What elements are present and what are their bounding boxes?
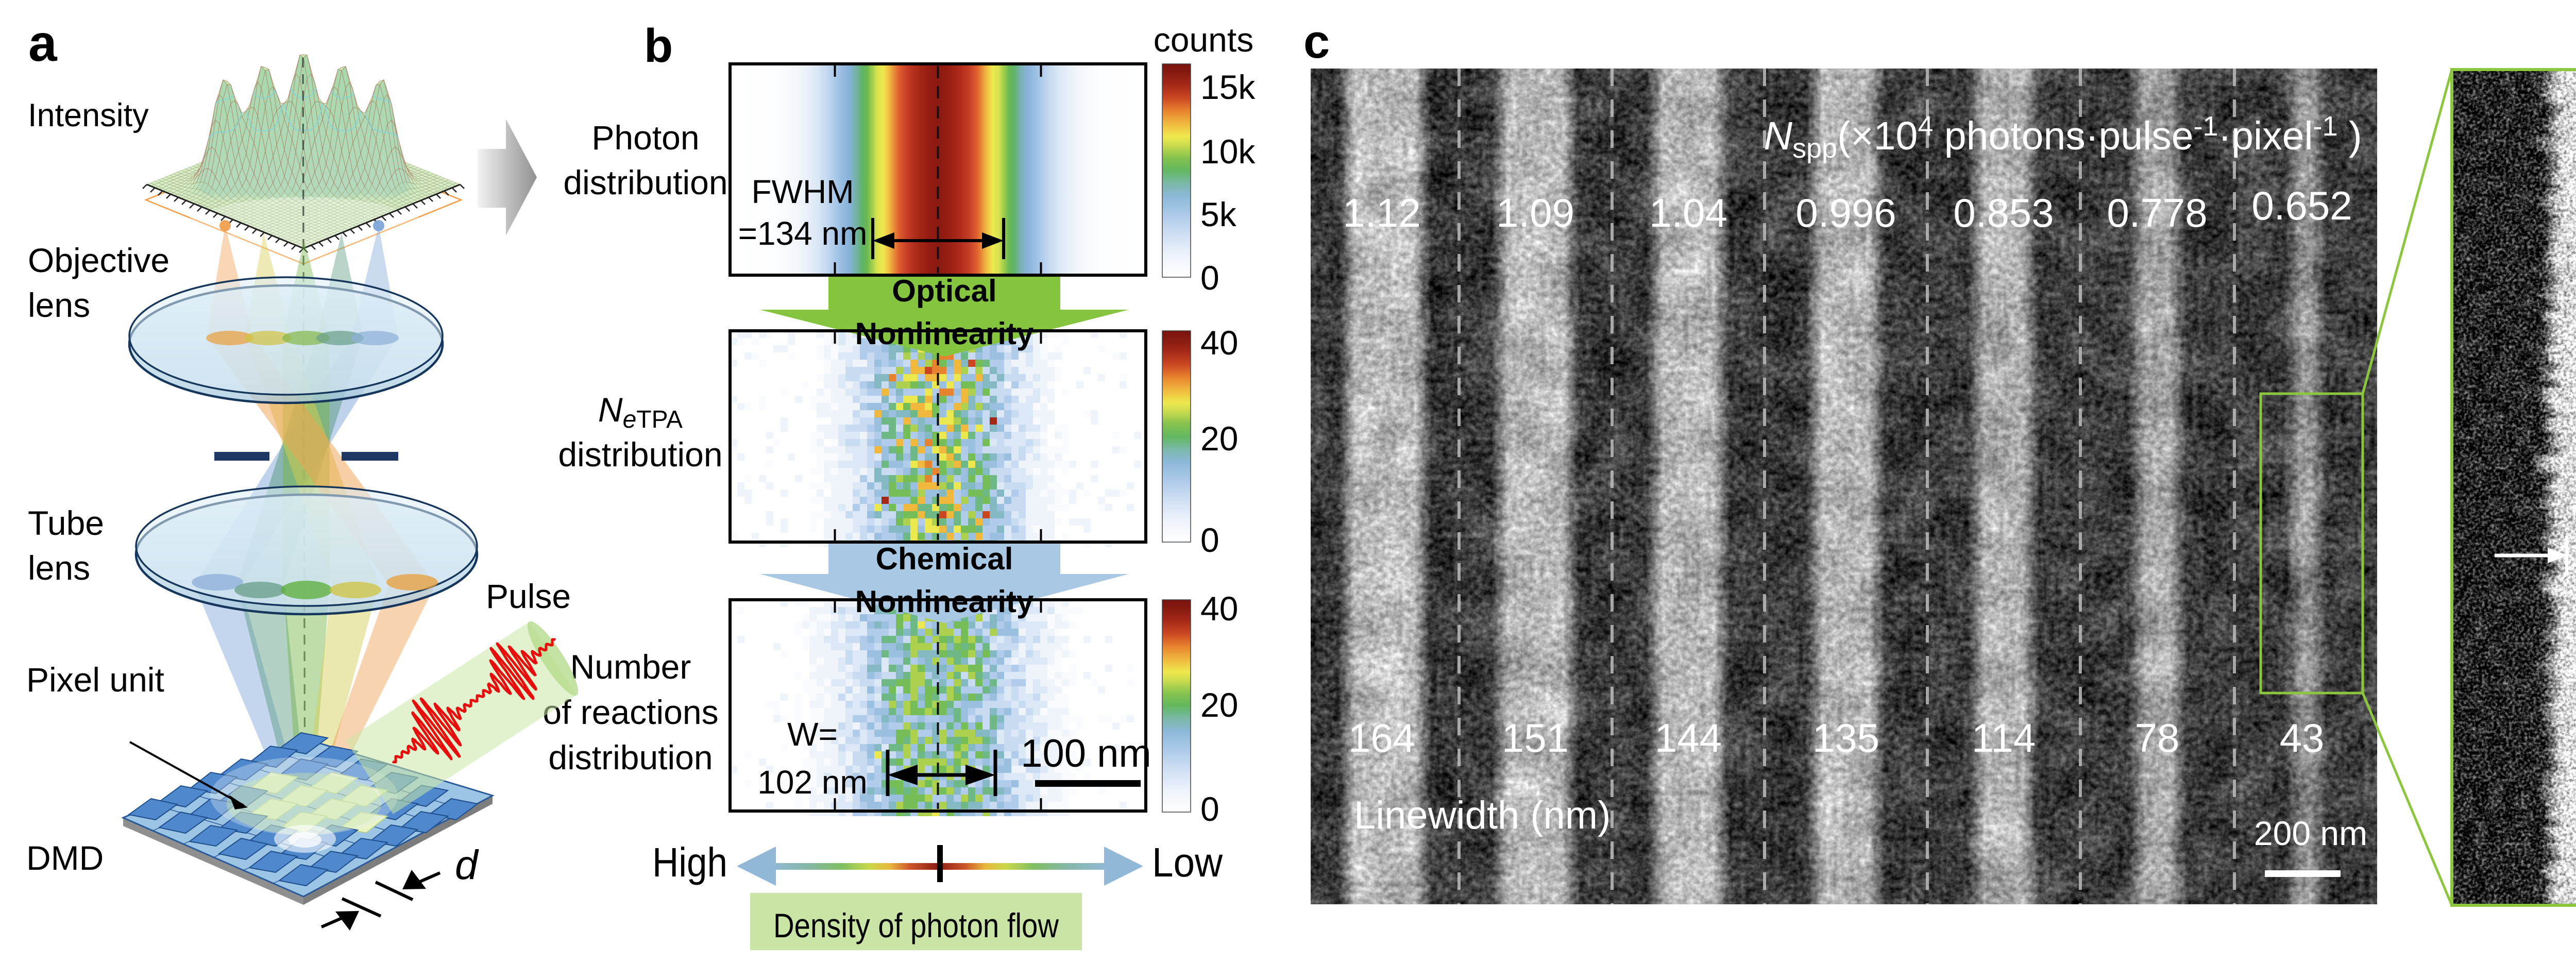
svg-text:10k: 10k — [1200, 132, 1256, 171]
svg-text:Photon: Photon — [591, 119, 699, 157]
svg-text:102 nm: 102 nm — [757, 764, 867, 801]
svg-text:counts: counts — [1154, 21, 1253, 59]
svg-text:144: 144 — [1655, 715, 1722, 761]
svg-text:Chemical: Chemical — [876, 542, 1013, 576]
svg-text:15k: 15k — [1200, 68, 1256, 106]
svg-text:Pixel unit: Pixel unit — [26, 661, 164, 699]
svg-text:of reactions: of reactions — [543, 693, 718, 731]
svg-text:Nonlinearity: Nonlinearity — [855, 316, 1034, 351]
svg-text:=134 nm: =134 nm — [738, 215, 868, 252]
svg-text:Linewidth (nm): Linewidth (nm) — [1354, 794, 1611, 837]
svg-text:151: 151 — [1502, 715, 1569, 761]
svg-text:Density of photon flow: Density of photon flow — [773, 906, 1059, 944]
svg-text:NeTPA: NeTPA — [598, 391, 683, 433]
svg-text:20: 20 — [1200, 686, 1238, 724]
svg-text:135: 135 — [1812, 715, 1879, 761]
svg-text:0.652: 0.652 — [2251, 183, 2352, 228]
svg-text:Nonlinearity: Nonlinearity — [855, 584, 1034, 619]
svg-text:Objective: Objective — [28, 241, 170, 279]
svg-text:distribution: distribution — [563, 163, 727, 201]
svg-text:c: c — [1303, 15, 1330, 68]
svg-text:5k: 5k — [1200, 195, 1237, 233]
svg-text:0.853: 0.853 — [1953, 190, 2054, 235]
svg-text:1.09: 1.09 — [1496, 190, 1574, 235]
svg-text:1.04: 1.04 — [1649, 190, 1727, 235]
svg-text:1.12: 1.12 — [1343, 190, 1421, 235]
svg-text:0: 0 — [1200, 790, 1219, 828]
svg-text:78: 78 — [2135, 715, 2180, 761]
svg-text:100 nm: 100 nm — [1021, 732, 1151, 775]
svg-text:40: 40 — [1200, 324, 1238, 362]
svg-text:Optical: Optical — [892, 274, 996, 308]
svg-text:0.996: 0.996 — [1795, 190, 1896, 235]
svg-text:distribution: distribution — [548, 738, 713, 777]
svg-text:200 nm: 200 nm — [2254, 814, 2367, 852]
svg-text:DMD: DMD — [26, 839, 104, 877]
svg-text:lens: lens — [28, 549, 90, 587]
svg-text:W=: W= — [787, 716, 838, 753]
svg-text:0: 0 — [1200, 521, 1219, 559]
svg-text:a: a — [28, 14, 58, 72]
svg-text:43: 43 — [2280, 715, 2325, 761]
svg-text:40: 40 — [1200, 589, 1238, 628]
svg-text:FWHM: FWHM — [751, 173, 854, 210]
svg-text:0: 0 — [1200, 259, 1219, 297]
svg-text:Nspp(×104 photons·pulse-1·pixe: Nspp(×104 photons·pulse-1·pixel-1 ) — [1764, 111, 2362, 164]
svg-text:lens: lens — [28, 286, 90, 324]
svg-text:Low: Low — [1152, 839, 1223, 885]
svg-text:Intensity: Intensity — [28, 97, 149, 133]
svg-text:20: 20 — [1200, 419, 1238, 458]
svg-text:Tube: Tube — [28, 504, 104, 542]
svg-text:0.778: 0.778 — [2107, 190, 2207, 235]
svg-text:164: 164 — [1348, 715, 1415, 761]
svg-text:Pulse: Pulse — [486, 577, 571, 615]
svg-text:114: 114 — [1972, 715, 2036, 761]
svg-text:High: High — [652, 839, 727, 885]
svg-text:b: b — [644, 20, 673, 72]
svg-text:distribution: distribution — [558, 435, 722, 474]
svg-text:Number: Number — [570, 648, 691, 686]
svg-text:d: d — [455, 842, 479, 888]
